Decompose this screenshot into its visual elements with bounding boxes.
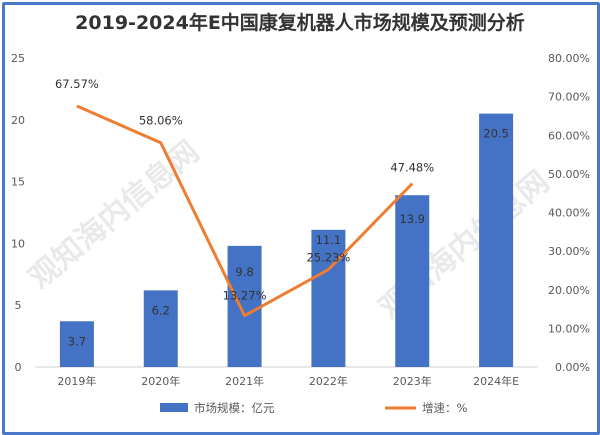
growth-line	[76, 104, 414, 318]
right-tick-label: 80.00%	[548, 52, 590, 65]
left-tick-label: 20	[11, 114, 25, 127]
bar	[143, 290, 178, 367]
line-data-label: 47.48%	[390, 161, 434, 175]
right-tick-label: 50.00%	[548, 168, 590, 181]
left-tick-label: 25	[11, 52, 25, 65]
right-tick-label: 70.00%	[548, 91, 590, 104]
bar	[227, 245, 262, 367]
chart-title: 2019-2024年E中国康复机器人市场规模及预测分析	[75, 11, 525, 34]
right-tick-label: 40.00%	[548, 207, 590, 220]
svg-text:观知海内信息网: 观知海内信息网	[23, 134, 206, 296]
bar	[311, 229, 346, 367]
bar	[59, 321, 94, 367]
left-tick-label: 5	[15, 299, 22, 312]
bar-data-label: 6.2	[152, 303, 170, 317]
bar	[479, 113, 514, 368]
right-tick-label: 0.00%	[555, 361, 590, 374]
x-tick-label: 2023年	[393, 374, 432, 388]
line-data-label: 67.57%	[55, 77, 99, 91]
right-tick-label: 10.00%	[548, 322, 590, 335]
x-tick-label: 2022年	[309, 374, 348, 388]
watermark: 观知海内信息网 观知海内信息网	[23, 134, 556, 326]
line-data-label: 25.23%	[306, 251, 350, 265]
left-tick-label: 15	[11, 176, 25, 189]
bar-data-label: 13.9	[399, 212, 425, 226]
line-data-label: 58.06%	[139, 114, 183, 128]
right-tick-label: 60.00%	[548, 129, 590, 142]
legend-swatch-bar	[160, 403, 188, 412]
bar-data-label: 11.1	[316, 233, 342, 247]
x-tick-label: 2024年E	[473, 374, 519, 388]
right-tick-label: 20.00%	[548, 284, 590, 297]
bar-data-label: 3.7	[68, 334, 86, 348]
x-tick-label: 2021年	[225, 374, 264, 388]
bar	[395, 195, 430, 367]
line-data-label: 13.27%	[223, 289, 267, 303]
bar-data-label: 20.5	[483, 127, 509, 141]
bar-data-label: 9.8	[235, 265, 253, 279]
left-tick-label: 0	[15, 361, 22, 374]
right-tick-label: 30.00%	[548, 245, 590, 258]
legend-label-line: 增速：%	[422, 401, 467, 415]
x-tick-label: 2020年	[141, 374, 180, 388]
left-tick-label: 10	[11, 237, 25, 250]
x-tick-label: 2019年	[57, 374, 96, 388]
legend-label-bar: 市场规模：亿元	[194, 401, 275, 415]
